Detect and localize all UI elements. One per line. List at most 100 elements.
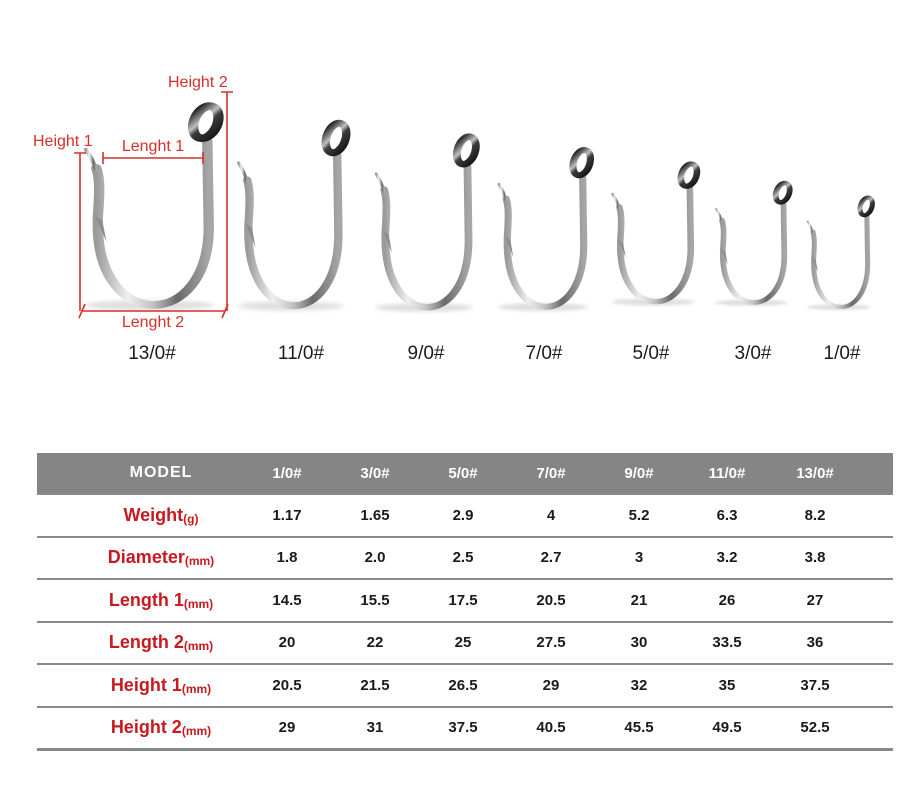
table-row: Weight(g) 1.17 1.65 2.9 4 5.2 6.3 8.2 (37, 493, 893, 536)
column-header: 1/0# (272, 464, 302, 482)
value-cell: 21 (630, 591, 648, 609)
value-cell: 30 (630, 634, 648, 652)
table-row: Length 2(mm) 20 22 25 27.5 30 33.5 36 (37, 620, 893, 663)
value-cell: 40.5 (536, 719, 566, 737)
hook-size-label: 3/0# (734, 343, 772, 364)
value-cell: 49.5 (712, 719, 742, 737)
hook-size-label: 11/0# (277, 343, 325, 364)
table-row: Diameter(mm) 1.8 2.0 2.5 2.7 3 3.2 3.8 (37, 535, 893, 578)
value-cell: 20.5 (536, 591, 566, 609)
value-cell: 29 (542, 676, 560, 694)
table-row: Length 1(mm) 14.5 15.5 17.5 20.5 21 26 27 (37, 578, 893, 621)
row-label-cell: Weight(g) (37, 505, 243, 526)
hook-illustration-2 (234, 114, 354, 314)
hook-wire (715, 182, 792, 306)
row-label-cell: Diameter(mm) (37, 547, 243, 568)
value-cell: 2.7 (540, 549, 562, 567)
row-label-cell: Length 2(mm) (37, 632, 243, 653)
table-header-row: MODEL 1/0# 3/0# 5/0# 7/0# 9/0# 11/0# 13/0# (37, 453, 893, 493)
table-row: Height 1(mm) 20.5 21.5 26.5 29 32 35 37.5 (37, 663, 893, 706)
column-header: 11/0# (708, 464, 746, 482)
value-cell: 33.5 (712, 634, 742, 652)
hook-wire (612, 163, 700, 306)
hook-size-label: 1/0# (823, 343, 861, 364)
length-2-label: Lenght 2 (121, 314, 185, 331)
row-unit: (mm) (183, 639, 214, 654)
row-label: Length 2 (108, 632, 184, 653)
row-label-cell: Height 1(mm) (37, 675, 243, 696)
value-cell: 29 (278, 719, 296, 737)
row-unit: (mm) (183, 596, 214, 611)
hook-wire (375, 135, 479, 312)
column-header: 3/0# (360, 464, 390, 482)
value-cell: 2.9 (452, 506, 474, 524)
hook-size-diagram: Height 1 Lenght 1 Height 2 Lenght 2 13/0… (33, 74, 920, 364)
hook-size-label: 13/0# (128, 343, 176, 364)
hook-illustration-6 (713, 177, 795, 308)
value-cell: 20 (278, 634, 296, 652)
row-label: Height 2 (110, 717, 182, 738)
value-cell: 6.3 (716, 506, 738, 524)
column-header: 13/0# (796, 464, 834, 482)
value-cell: 1.8 (276, 549, 298, 567)
hook-size-label: 9/0# (407, 343, 445, 364)
value-cell: 8.2 (804, 506, 826, 524)
value-cell: 31 (366, 719, 384, 737)
hook-wire (238, 122, 350, 311)
value-cell: 5.2 (628, 506, 650, 524)
value-cell: 27.5 (536, 634, 566, 652)
value-cell: 20.5 (272, 676, 302, 694)
value-cell: 2.5 (452, 549, 474, 567)
column-header: 5/0# (448, 464, 478, 482)
value-cell: 3.2 (716, 549, 738, 567)
column-header: 9/0# (624, 464, 654, 482)
row-label: Height 1 (110, 674, 182, 695)
value-cell: 3.8 (804, 549, 826, 567)
row-label: Weight (123, 504, 184, 525)
hook-size-label: 5/0# (632, 343, 670, 364)
height-2-label: Height 2 (168, 74, 228, 91)
value-cell: 14.5 (272, 591, 302, 609)
row-unit: (mm) (184, 554, 215, 569)
row-label-cell: Length 1(mm) (37, 590, 243, 611)
value-cell: 27 (806, 591, 824, 609)
length-1-label: Lenght 1 (121, 138, 185, 155)
value-cell: 52.5 (800, 719, 830, 737)
value-cell: 37.5 (448, 719, 478, 737)
hook-illustration-4 (495, 142, 597, 314)
row-label: Diameter (107, 547, 185, 568)
value-cell: 15.5 (360, 591, 390, 609)
value-cell: 21.5 (360, 676, 390, 694)
value-cell: 3 (634, 549, 644, 567)
value-cell: 25 (454, 634, 472, 652)
value-cell: 36 (806, 634, 824, 652)
value-cell: 1.17 (272, 506, 302, 524)
column-header: 7/0# (536, 464, 566, 482)
spec-table: MODEL 1/0# 3/0# 5/0# 7/0# 9/0# 11/0# 13/0# Weigh… (37, 453, 893, 751)
hook-wire (807, 197, 874, 310)
value-cell: 45.5 (624, 719, 654, 737)
hook-illustration-7 (805, 192, 877, 312)
value-cell: 26 (718, 591, 736, 609)
column-header-model: MODEL (129, 464, 193, 481)
row-unit: (mm) (181, 681, 212, 696)
hook-wire (84, 104, 222, 310)
value-cell: 26.5 (448, 676, 478, 694)
height-1-label: Height 1 (33, 133, 93, 150)
hook-illustration-3 (372, 128, 483, 315)
row-label: Length 1 (108, 589, 184, 610)
hook-wire (498, 148, 593, 311)
value-cell: 2.0 (364, 549, 386, 567)
table-row: Height 2(mm) 29 31 37.5 40.5 45.5 49.5 52.5 (37, 705, 893, 748)
value-cell: 32 (630, 676, 648, 694)
row-unit: (g) (183, 511, 199, 526)
row-unit: (mm) (181, 724, 212, 739)
value-cell: 17.5 (448, 591, 478, 609)
value-cell: 1.65 (360, 506, 390, 524)
value-cell: 4 (546, 506, 556, 524)
value-cell: 35 (718, 676, 736, 694)
hook-illustration-1 (80, 96, 228, 314)
value-cell: 22 (366, 634, 384, 652)
hook-illustration-5 (609, 157, 703, 308)
